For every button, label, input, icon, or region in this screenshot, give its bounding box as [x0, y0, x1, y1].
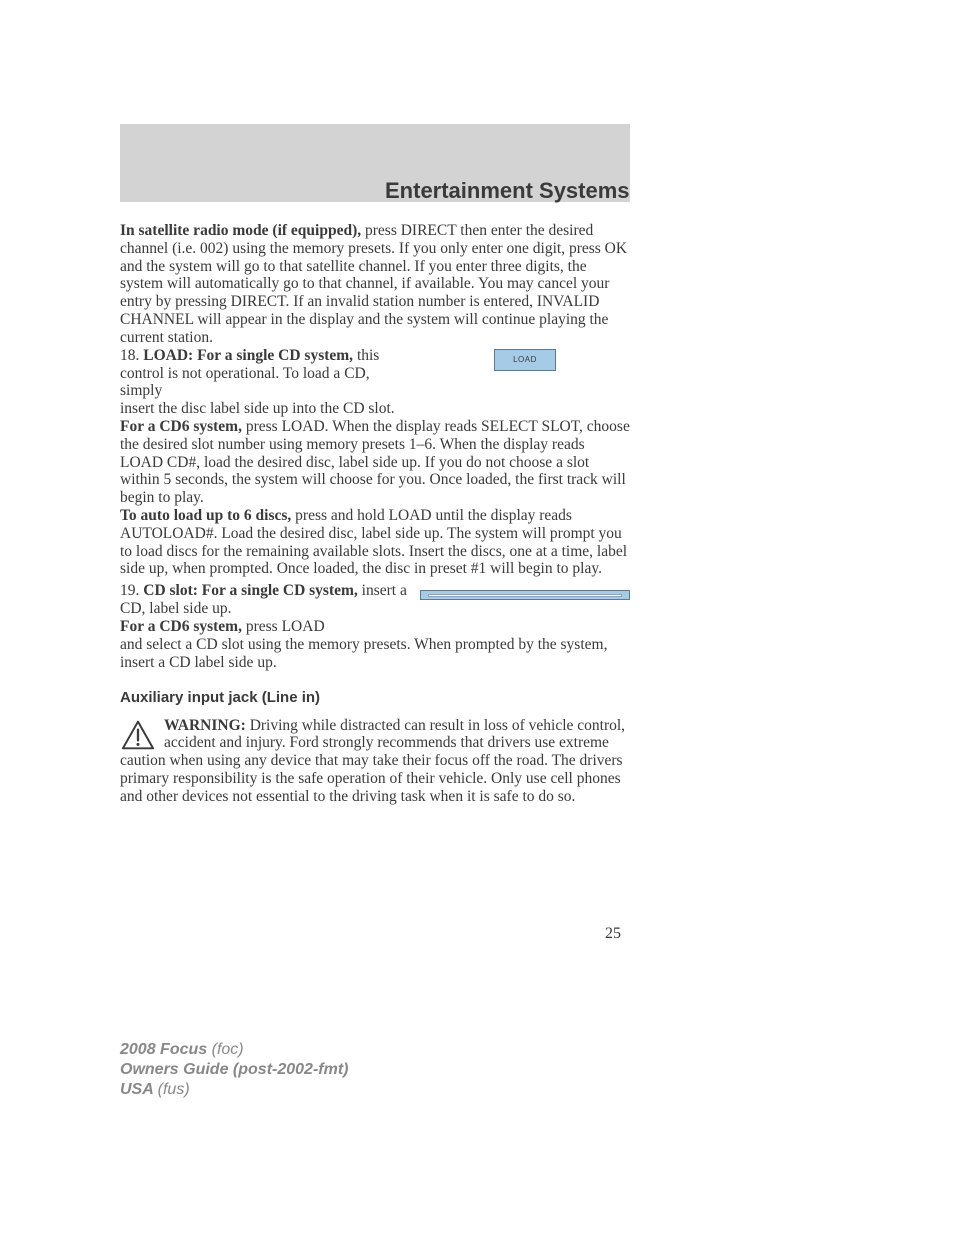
item-19-tail: and select a CD slot using the memory pr… [120, 636, 630, 672]
item-19-text-narrow: 19. CD slot: For a single CD system, ins… [120, 582, 410, 635]
para-text: press DIRECT then enter the desired chan… [120, 222, 627, 346]
item-18-tail: insert the disc label side up into the C… [120, 400, 630, 418]
item-18-row: 18. LOAD: For a single CD system, this c… [120, 347, 630, 400]
item-19-lead: CD slot: For a single CD system, [143, 582, 358, 599]
footer-model: 2008 Focus [120, 1041, 212, 1058]
item-18-lead: LOAD: For a single CD system, [143, 347, 353, 364]
warning-lead: WARNING: [164, 717, 246, 734]
cd6-paragraph: For a CD6 system, press LOAD. When the d… [120, 418, 630, 507]
item-number: 19. [120, 582, 143, 599]
content-area: In satellite radio mode (if equipped), p… [120, 222, 630, 806]
footer: 2008 Focus (foc) Owners Guide (post-2002… [120, 1040, 348, 1100]
load-button-graphic: LOAD [494, 349, 556, 371]
item-number: 18. [120, 347, 143, 364]
autoload-lead: To auto load up to 6 discs, [120, 507, 291, 524]
item-19-row: 19. CD slot: For a single CD system, ins… [120, 582, 630, 635]
aux-heading: Auxiliary input jack (Line in) [120, 689, 630, 706]
footer-region: USA [120, 1081, 158, 1098]
satellite-radio-paragraph: In satellite radio mode (if equipped), p… [120, 222, 630, 347]
load-button-figure: LOAD [420, 349, 630, 371]
page-number: 25 [605, 925, 621, 943]
footer-line-2: Owners Guide (post-2002-fmt) [120, 1060, 348, 1080]
footer-line-1: 2008 Focus (foc) [120, 1040, 348, 1060]
footer-line1-tail: (foc) [212, 1041, 244, 1058]
autoload-paragraph: To auto load up to 6 discs, press and ho… [120, 507, 630, 578]
cd-slot-outer [420, 590, 630, 600]
warning-box: WARNING: Driving while distracted can re… [120, 717, 630, 806]
warning-icon [120, 719, 156, 751]
cd-slot-figure [420, 590, 630, 600]
lead-bold: In satellite radio mode (if equipped), [120, 222, 361, 239]
footer-line-3: USA (fus) [120, 1080, 348, 1100]
item-19-line2-lead: For a CD6 system, [120, 618, 242, 635]
page-title: Entertainment Systems [385, 178, 630, 204]
cd-slot-inner [428, 594, 622, 597]
footer-line3-tail: (fus) [158, 1081, 190, 1098]
warning-text: WARNING: Driving while distracted can re… [120, 717, 630, 806]
item-19-line2-rest: press LOAD [242, 618, 325, 635]
item-18-text-narrow: 18. LOAD: For a single CD system, this c… [120, 347, 400, 400]
cd6-lead: For a CD6 system, [120, 418, 242, 435]
